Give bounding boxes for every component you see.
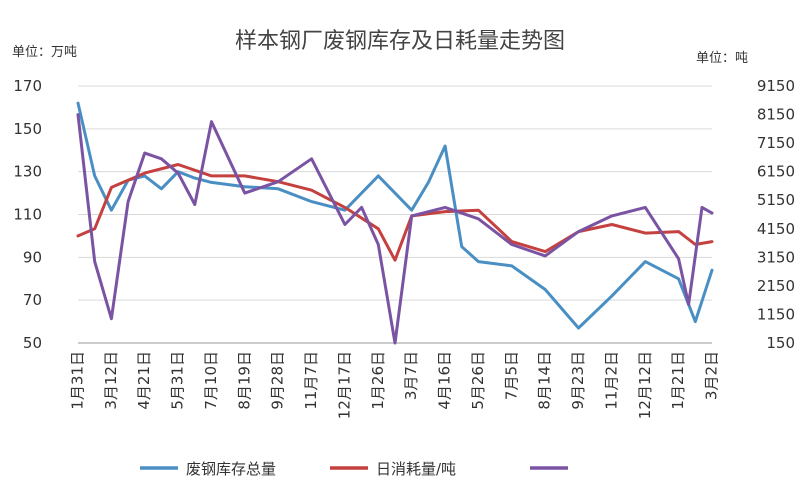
right-tick-label-8: 8150 (757, 106, 795, 124)
x-tick-label-0: 1月31日 (69, 351, 87, 410)
x-tick-label-11: 4月16日 (436, 351, 454, 410)
series-line-2 (76, 113, 714, 345)
left-tick-label-6: 170 (13, 77, 42, 95)
x-tick-label-17: 12月12日 (636, 351, 654, 419)
right-tick-label-1: 1150 (757, 305, 795, 323)
series-line-0 (76, 101, 714, 330)
x-tick-label-4: 7月10日 (202, 351, 220, 410)
right-tick-label-2: 2150 (757, 277, 795, 295)
x-tick-label-5: 8月19日 (235, 351, 253, 410)
left-tick-label-3: 110 (13, 206, 42, 224)
right-tick-label-5: 5150 (757, 191, 795, 209)
x-tick-label-12: 5月26日 (469, 351, 487, 410)
x-tick-label-1: 3月12日 (102, 351, 120, 410)
left-tick-label-1: 70 (23, 291, 42, 309)
x-tick-label-9: 1月26日 (369, 351, 387, 410)
series-line-1 (76, 163, 714, 262)
left-tick-label-0: 50 (23, 334, 42, 352)
x-tick-label-10: 3月7日 (402, 351, 420, 400)
right-tick-label-9: 9150 (757, 77, 795, 95)
x-tick-label-19: 3月2日 (703, 351, 721, 400)
x-tick-label-18: 1月21日 (669, 351, 687, 410)
left-tick-label-2: 90 (23, 248, 42, 266)
right-tick-label-4: 4150 (757, 220, 795, 238)
legend-label-0: 废钢库存总量 (186, 460, 276, 478)
left-tick-label-4: 130 (13, 163, 42, 181)
legend-label-1: 日消耗量/吨 (376, 460, 456, 478)
x-tick-label-15: 9月23日 (569, 351, 587, 410)
x-tick-label-8: 12月17日 (335, 351, 353, 419)
right-axis-unit: 单位：吨 (696, 51, 748, 66)
x-tick-label-7: 11月7日 (302, 351, 320, 410)
legend: 废钢库存总量 日消耗量/吨 (140, 460, 568, 478)
left-axis-ticks: 50 70 90 110 130 150 170 (13, 77, 42, 352)
left-axis-unit: 单位：万吨 (12, 45, 77, 60)
x-tick-label-6: 9月28日 (269, 351, 287, 410)
x-axis-ticks: 1月31日 3月12日 4月21日 5月31日 7月10日 8月19日 9月28日 11月7日… (69, 351, 721, 419)
right-tick-label-0: 150 (766, 334, 795, 352)
x-tick-label-2: 4月21日 (135, 351, 153, 410)
chart-title: 样本钢厂废钢库存及日耗量走势图 (235, 29, 565, 54)
right-tick-label-7: 7150 (757, 134, 795, 152)
x-tick-label-3: 5月31日 (169, 351, 187, 410)
x-tick-label-14: 8月14日 (536, 351, 554, 410)
x-tick-label-16: 11月2日 (602, 351, 620, 410)
right-tick-label-6: 6150 (757, 163, 795, 181)
right-axis-ticks: 150 1150 2150 3150 4150 5150 6150 7150 8150 9150 (757, 77, 795, 352)
left-tick-label-5: 150 (13, 120, 42, 138)
right-tick-label-3: 3150 (757, 248, 795, 266)
series-layer (76, 101, 714, 345)
x-tick-label-13: 7月5日 (502, 351, 520, 400)
